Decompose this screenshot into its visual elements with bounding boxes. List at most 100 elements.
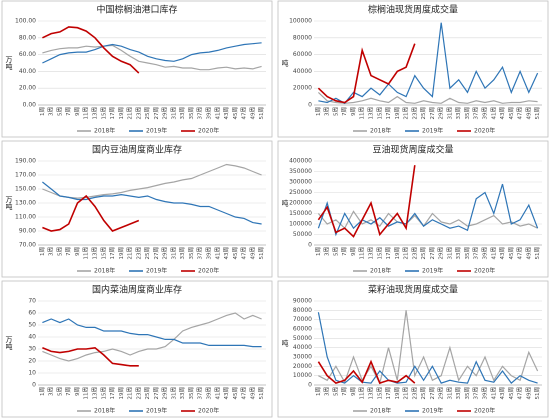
x-tick-label: 3周 (48, 247, 55, 256)
series-line (317, 359, 416, 385)
x-tick-label: 1周 (39, 107, 46, 116)
y-tick-label: 90.00 (19, 228, 36, 235)
x-tick-label: 27周 (429, 387, 436, 400)
x-tick-label: 39周 (482, 107, 489, 120)
x-tick-label: 25周 (144, 247, 151, 260)
x-tick-label: 3周 (48, 387, 55, 396)
legend-label: 2018年 (94, 127, 115, 135)
y-tick-label: 150.00 (15, 186, 36, 193)
x-tick-label: 3周 (324, 107, 331, 116)
x-tick-label: 29周 (162, 387, 169, 400)
x-tick-label: 47周 (241, 247, 248, 260)
x-tick-label: 17周 (109, 387, 116, 400)
x-tick-label: 43周 (499, 107, 506, 120)
y-tick-label: 40 (28, 334, 36, 341)
x-tick-label: 41周 (490, 107, 497, 120)
x-tick-label: 35周 (188, 247, 195, 260)
legend-label: 2019年 (146, 127, 167, 135)
x-tick-label: 43周 (499, 387, 506, 400)
x-tick-label: 39周 (206, 107, 213, 120)
x-tick-label: 33周 (179, 107, 186, 120)
y-tick-label: 250000 (289, 189, 312, 196)
y-tick-label: 40000 (293, 68, 312, 75)
x-tick-label: 9周 (74, 247, 81, 256)
x-tick-label: 23周 (411, 387, 418, 400)
x-tick-label: 19周 (394, 247, 401, 260)
x-tick-label: 11周 (83, 247, 90, 260)
series-line (318, 310, 539, 385)
x-tick-label: 33周 (455, 107, 462, 120)
y-tick-label: 0.00 (23, 102, 37, 109)
x-tick-label: 5周 (56, 107, 63, 116)
series-line (42, 163, 262, 199)
series-line (42, 44, 262, 71)
x-tick-label: 1周 (39, 247, 46, 256)
x-tick-label: 19周 (394, 387, 401, 400)
x-tick-label: 33周 (179, 387, 186, 400)
series-line (317, 43, 416, 104)
legend-label: 2018年 (370, 267, 391, 275)
x-tick-label: 21周 (127, 247, 134, 260)
y-tick-label: 60 (28, 310, 36, 317)
y-tick-label: 40.00 (19, 68, 36, 75)
x-tick-label: 15周 (376, 387, 383, 400)
x-tick-label: 51周 (258, 107, 265, 120)
x-tick-label: 9周 (350, 107, 357, 116)
x-tick-label: 39周 (206, 387, 213, 400)
x-tick-label: 25周 (144, 387, 151, 400)
y-tick-label: 190.00 (15, 158, 36, 165)
x-tick-label: 27周 (153, 107, 160, 120)
x-tick-label: 51周 (534, 107, 541, 120)
x-tick-label: 27周 (153, 387, 160, 400)
series-line (42, 318, 262, 348)
series-line (317, 210, 538, 230)
y-tick-label: 10 (28, 370, 36, 377)
x-tick-label: 13周 (92, 247, 99, 260)
x-tick-label: 37周 (473, 387, 480, 400)
y-tick-label: 0 (308, 102, 312, 109)
x-tick-label: 19周 (118, 387, 125, 400)
x-tick-label: 43周 (223, 107, 230, 120)
panel-frame (1, 0, 273, 138)
x-tick-label: 25周 (420, 107, 427, 120)
x-tick-label: 3周 (324, 387, 331, 396)
x-tick-label: 41周 (490, 247, 497, 260)
x-tick-label: 25周 (144, 107, 151, 120)
y-tick-label: 400000 (289, 158, 312, 165)
x-tick-label: 15周 (100, 247, 107, 260)
chart-title: 国内豆油周度商业库存 (92, 144, 182, 156)
x-tick-label: 15周 (100, 107, 107, 120)
legend-label: 2019年 (422, 267, 443, 275)
series-line (317, 165, 416, 238)
x-tick-label: 17周 (109, 107, 116, 120)
x-tick-label: 7周 (65, 247, 72, 256)
legend-label: 2019年 (422, 407, 443, 415)
chart-title: 豆油现货周度成交量 (372, 144, 453, 156)
x-tick-label: 49周 (249, 387, 256, 400)
y-tick-label: 350000 (289, 168, 312, 175)
x-tick-label: 37周 (197, 247, 204, 260)
y-axis-label: 万吨 (5, 56, 13, 70)
series-line (42, 42, 262, 64)
x-tick-label: 31周 (170, 247, 177, 260)
x-tick-label: 11周 (359, 387, 366, 400)
x-tick-label: 43周 (499, 247, 506, 260)
series-line (42, 346, 139, 367)
x-tick-label: 5周 (332, 247, 339, 256)
x-tick-label: 13周 (368, 387, 375, 400)
x-tick-label: 25周 (420, 387, 427, 400)
x-tick-label: 19周 (118, 107, 125, 120)
x-tick-label: 31周 (446, 247, 453, 260)
legend-label: 2019年 (146, 267, 167, 275)
series-line (317, 312, 538, 384)
x-tick-label: 25周 (420, 247, 427, 260)
x-tick-label: 13周 (368, 247, 375, 260)
x-tick-label: 35周 (188, 107, 195, 120)
x-tick-label: 7周 (65, 107, 72, 116)
panel-frame (277, 280, 549, 418)
x-tick-label: 21周 (127, 387, 134, 400)
x-tick-label: 27周 (153, 247, 160, 260)
x-tick-label: 51周 (534, 387, 541, 400)
